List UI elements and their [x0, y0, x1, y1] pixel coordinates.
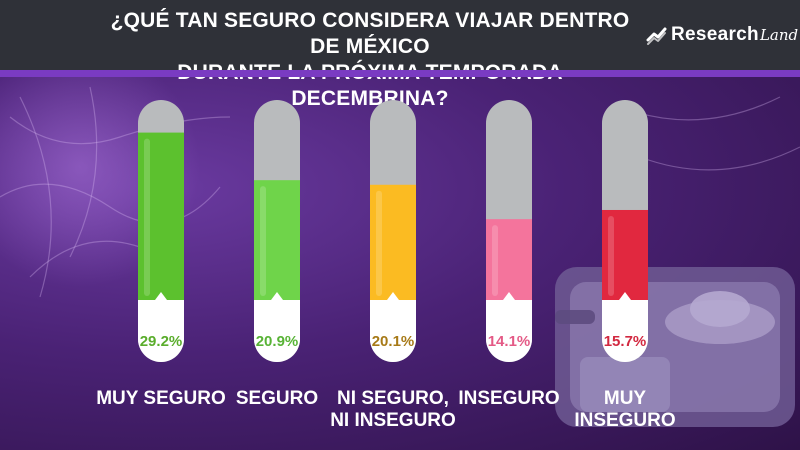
category-label: NI INSEGURO — [330, 410, 456, 431]
tube-bar — [486, 100, 532, 362]
tube-bottom-cap — [254, 292, 300, 362]
header-bar: ¿QUÉ TAN SEGURO CONSIDERA VIAJAR DENTRO … — [0, 0, 800, 110]
category-label: SEGURO — [236, 388, 318, 409]
bar-highlight — [144, 138, 150, 296]
category-label: MUY SEGURO — [96, 388, 226, 409]
tube-bottom-cap — [486, 292, 532, 362]
tube-bar — [602, 100, 648, 362]
bar-fill — [370, 184, 416, 310]
tube-bar — [138, 100, 184, 362]
category-label: INSEGURO — [458, 388, 559, 409]
logo-text-land: Land — [759, 26, 799, 44]
logo-text-research: Research — [671, 24, 759, 45]
bar-highlight — [376, 190, 382, 296]
value-label: 14.1% — [488, 333, 531, 350]
brand-logo: Research Land — [646, 22, 798, 48]
category-label: MUY — [604, 388, 647, 409]
category-label: NI SEGURO, — [337, 388, 449, 409]
trend-arrow-icon — [646, 27, 667, 45]
title-line-1: ¿QUÉ TAN SEGURO CONSIDERA VIAJAR DENTRO … — [110, 9, 630, 58]
bar-fill — [254, 180, 300, 310]
tube-bottom-cap — [602, 292, 648, 362]
tube-bar — [370, 100, 416, 362]
value-label: 20.9% — [256, 333, 299, 350]
value-label: 20.1% — [372, 333, 415, 350]
bar-highlight — [608, 215, 614, 296]
page-title: ¿QUÉ TAN SEGURO CONSIDERA VIAJAR DENTRO … — [100, 8, 640, 112]
value-label: 15.7% — [604, 333, 647, 350]
category-label: INSEGURO — [574, 410, 675, 431]
bar-highlight — [492, 225, 498, 296]
header-accent-bar — [0, 70, 800, 77]
bar-fill — [138, 132, 184, 310]
tube-bar — [254, 100, 300, 362]
tube-bottom-cap — [370, 292, 416, 362]
bar-highlight — [260, 186, 266, 296]
value-label: 29.2% — [140, 333, 183, 350]
tube-bottom-cap — [138, 292, 184, 362]
